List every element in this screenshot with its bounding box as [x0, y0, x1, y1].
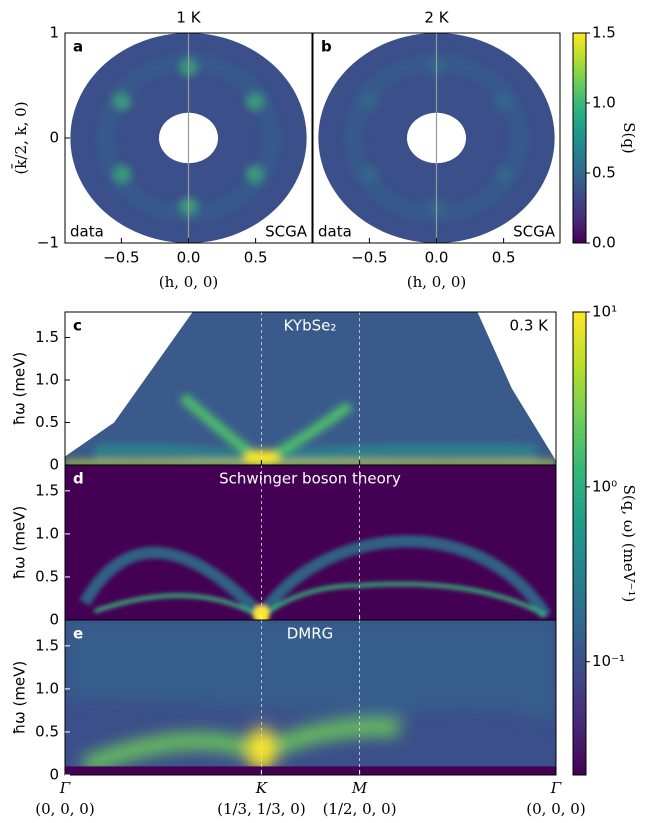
right-note: SCGA	[265, 223, 308, 241]
y-tick-label: 0.5	[35, 413, 59, 431]
left-note: data	[318, 223, 352, 241]
y-tick-label: 1.5	[35, 481, 59, 499]
y-tick-label: 0.5	[35, 567, 59, 585]
y-tick-label: 1.0	[35, 371, 59, 389]
colorbar-tick-label: 1.5	[592, 24, 616, 42]
colorbar-tick-label: 10¹	[592, 303, 617, 321]
panel-letter: b	[321, 38, 332, 56]
panel-letter: e	[73, 625, 83, 643]
y-tick-label: 0	[49, 456, 59, 474]
x-tick-label: Γ	[59, 779, 71, 797]
panel-content	[65, 620, 556, 775]
colorbar-tick-label: 0.5	[592, 164, 616, 182]
y-tick-label: 1.0	[35, 679, 59, 697]
panel-content	[65, 465, 556, 620]
x-tick-label: K	[255, 779, 268, 797]
floor	[65, 766, 556, 775]
annotation: 0.3 K	[510, 317, 550, 335]
y-tick-label: 0	[49, 611, 59, 629]
upper-band	[79, 535, 552, 620]
x-tick-sublabel: (1/3, 1/3, 0)	[217, 800, 306, 818]
y-axis-label: ħω (meV)	[11, 661, 29, 735]
x-tick-label: 0.0	[177, 249, 201, 267]
x-axis-label: (h, 0, 0)	[407, 273, 467, 291]
x-tick-sublabel: (0, 0, 0)	[35, 800, 94, 818]
x-tick-label: M	[351, 779, 368, 797]
panel-letter: a	[73, 38, 83, 56]
background	[65, 465, 556, 620]
lower-band	[93, 582, 548, 620]
intensity	[79, 535, 552, 620]
y-tick-label: 1.5	[35, 636, 59, 654]
x-tick-label: 0.5	[492, 249, 516, 267]
y-tick-label: −1	[37, 234, 59, 252]
panel-letter: d	[73, 470, 84, 488]
panel-title: 2 K	[424, 9, 449, 27]
y-tick-label: 1.5	[35, 328, 59, 346]
colorbar	[572, 311, 587, 776]
y-tick-label: 1.0	[35, 524, 59, 542]
peak	[247, 727, 276, 772]
y-axis-label: ħω (meV)	[11, 352, 29, 426]
colorbar-label: S(q, ω) (meV⁻¹)	[620, 485, 638, 603]
panel-content	[65, 312, 556, 465]
panel-title: Schwinger boson theory	[219, 470, 401, 488]
frame	[64, 619, 557, 776]
panel-title: 1 K	[176, 9, 201, 27]
y-tick-label: 1	[49, 24, 59, 42]
left-note: data	[70, 223, 104, 241]
y-axis-label: (k̄/2, k, 0)	[12, 101, 30, 174]
colorbar-tick-label: 10⁰	[592, 477, 617, 495]
coverage	[65, 312, 556, 465]
panel-title: KYbSe₂	[284, 317, 337, 335]
x-tick-label: −0.5	[351, 249, 387, 267]
elastic-line	[65, 460, 556, 465]
y-tick-label: 0.5	[35, 722, 59, 740]
colorbar-tick-label: 1.0	[592, 94, 616, 112]
x-tick-label: 0.5	[244, 249, 268, 267]
right-note: SCGA	[513, 223, 556, 241]
panel-title: DMRG	[287, 625, 334, 643]
x-tick-label: Γ	[550, 779, 562, 797]
panel-content	[313, 33, 560, 243]
upper-region	[65, 620, 556, 724]
colorbar-tick-label: 10⁻¹	[592, 652, 625, 670]
colorbar	[572, 32, 587, 244]
panel-letter: c	[73, 317, 82, 335]
x-tick-sublabel: (0, 0, 0)	[526, 800, 585, 818]
y-axis-label: ħω (meV)	[11, 506, 29, 580]
colorbar-tick-label: 0.0	[592, 234, 616, 252]
colorbar-label: S(q)	[620, 122, 638, 154]
x-tick-label: 0.0	[425, 249, 449, 267]
panel-content	[65, 33, 312, 243]
x-tick-label: −0.5	[103, 249, 139, 267]
x-axis-label: (h, 0, 0)	[159, 273, 219, 291]
x-tick-sublabel: (1/2, 0, 0)	[323, 800, 397, 818]
peak	[253, 604, 270, 620]
y-tick-label: 0	[49, 129, 59, 147]
y-tick-label: 0	[49, 766, 59, 784]
